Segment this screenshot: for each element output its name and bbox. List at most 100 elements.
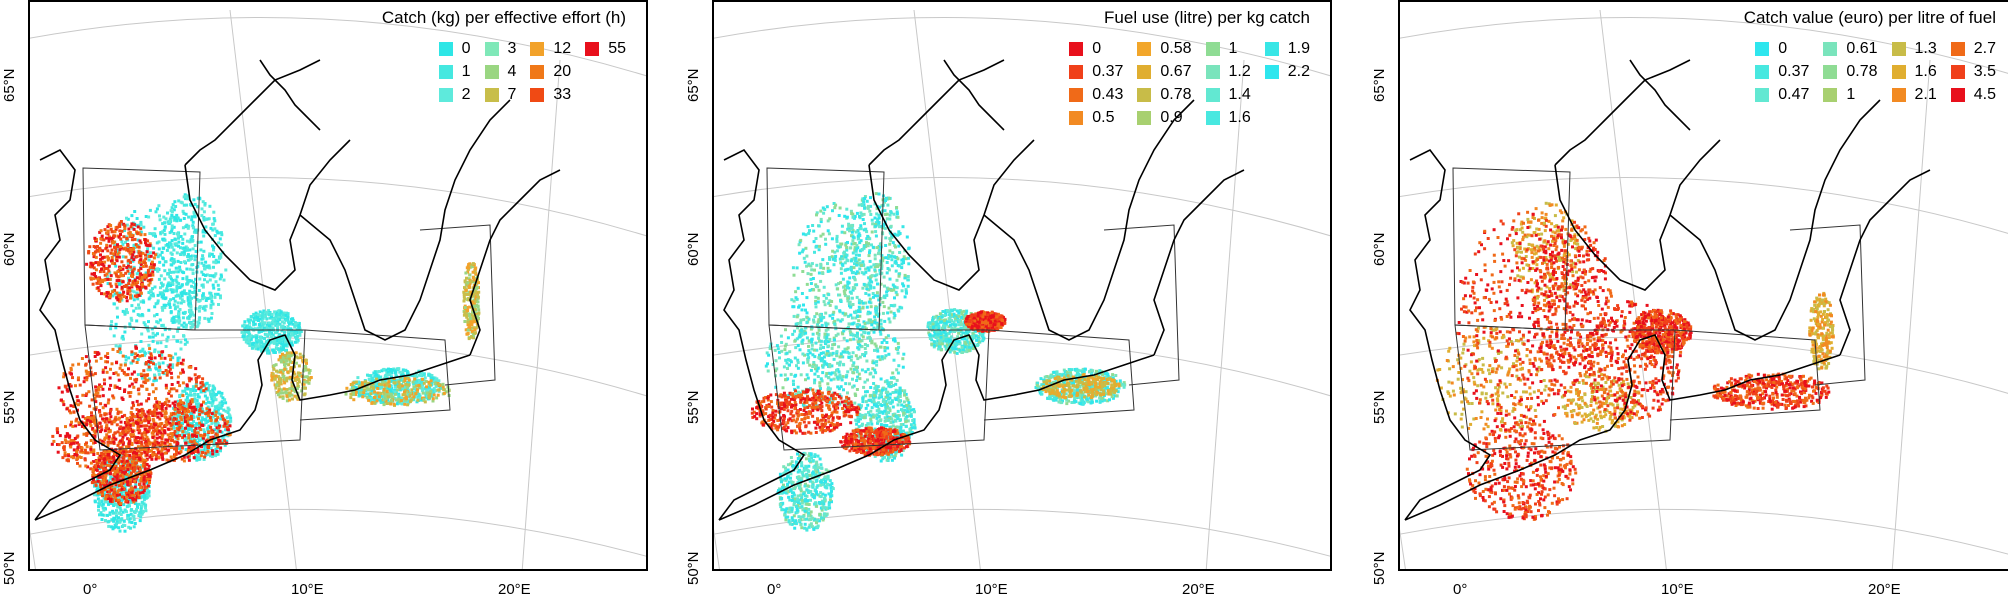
legend-item: 4 [484,60,517,83]
latitude-label: 60°N [1371,232,1388,266]
legend-item: 0.47 [1755,83,1809,106]
legend-label: 1.3 [1914,39,1937,57]
latitude-label: 55°N [1371,390,1388,424]
legend-label: 1 [1846,85,1856,103]
legend-item: 12 [530,37,571,60]
map-canvas [714,9,1330,569]
longitude-label: 0° [767,581,782,598]
legend-label: 1.6 [1914,62,1937,80]
legend-swatch [1823,87,1838,102]
legend-label: 3 [507,39,517,57]
legend-label: 0 [1092,39,1102,57]
legend-label: 3.5 [1973,62,1996,80]
legend-swatch [1069,87,1084,102]
map-frame [28,0,648,571]
legend-label: 12 [553,39,572,57]
legend-item: 55 [585,37,626,60]
legend-item: 0.37 [1069,60,1123,83]
coastline [34,59,561,521]
legend-label: 20 [553,62,572,80]
legend-swatch [1264,41,1279,56]
legend-label: 1.4 [1228,85,1251,103]
legend-label: 0.78 [1160,85,1192,103]
legend-label: 0.78 [1846,62,1878,80]
legend-swatch [1205,64,1220,79]
legend-swatch [1137,41,1152,56]
graticule [714,9,1330,569]
legend-swatch [1205,87,1220,102]
longitude-label: 20°E [1868,581,1901,598]
legend-label: 1.6 [1228,108,1251,126]
legend-label: 1.9 [1287,39,1310,57]
legend-swatch [1137,64,1152,79]
legend-item: 0 [1069,37,1123,60]
legend-item: 1.9 [1264,37,1310,60]
map-panel-1: Catch (kg) per effective effort (h) 0 1 2 3 4… [0,0,650,598]
legend-swatch [1891,87,1906,102]
map-frame [1398,0,2008,571]
legend-item: 4.5 [1950,83,1996,106]
legend-label: 2.1 [1914,85,1937,103]
latitude-label: 60°N [685,232,702,266]
latitude-label: 55°N [1,390,18,424]
legend-label: 2.7 [1973,39,1996,57]
legend-item: 2 [438,83,471,106]
legend-swatch [1755,64,1770,79]
legend-item: 1 [438,60,471,83]
legend-label: 7 [507,85,517,103]
legend-swatch [1205,110,1220,125]
longitude-label: 0° [83,581,98,598]
legend-label: 0.43 [1092,85,1124,103]
latitude-label: 65°N [1371,68,1388,102]
legend-item: 0 [1755,37,1809,60]
legend-swatch [530,87,545,102]
legend-item: 0.78 [1137,83,1192,106]
legend-item: 1 [1823,83,1877,106]
legend-swatch [438,87,453,102]
legend-label: 55 [608,39,626,57]
legend-item: 0.58 [1137,37,1192,60]
longitude-label: 20°E [1182,581,1215,598]
legend-label: 0.58 [1160,39,1192,57]
legend-swatch [1755,41,1770,56]
longitude-label: 10°E [291,581,324,598]
legend-item: 2.1 [1891,83,1937,106]
legend-swatch [438,64,453,79]
legend-item: 0.67 [1137,60,1192,83]
legend-item: 3 [484,37,517,60]
legend-swatch [1950,64,1965,79]
legend-swatch [1755,87,1770,102]
latitude-label: 55°N [685,390,702,424]
legend-item: 0.78 [1823,60,1878,83]
legend-label: 2.2 [1287,62,1310,80]
coastline [718,59,1245,521]
catch-field [750,192,1127,532]
legend-swatch [1950,41,1965,56]
legend-item: 1.6 [1891,60,1937,83]
legend-label: 33 [553,85,572,103]
legend-title: Fuel use (litre) per kg catch [1104,8,1310,27]
longitude-label: 20°E [498,581,531,598]
legend-label: 0.47 [1778,85,1810,103]
legend-swatch [484,87,499,102]
legend-swatch [1823,64,1838,79]
legend-item: 1.6 [1205,106,1251,129]
legend-label: 0 [461,39,471,57]
longitude-label: 0° [1453,581,1468,598]
legend-label: 1 [1228,39,1238,57]
legend-title: Catch value (euro) per litre of fuel [1743,8,1996,27]
legend: Catch value (euro) per litre of fuel 0 0.3… [1691,0,1996,106]
latitude-label: 50°N [1371,551,1388,585]
coastline [1404,59,1931,521]
legend-item: 0.43 [1069,83,1123,106]
legend-label: 0.61 [1846,39,1878,57]
legend-item: 1.2 [1205,60,1251,83]
legend-swatch [1823,41,1838,56]
latitude-label: 50°N [1,551,18,585]
legend-label: 4 [507,62,517,80]
legend-item: 1.3 [1891,37,1937,60]
legend-label: 4.5 [1973,85,1996,103]
legend-label: 2 [461,85,471,103]
legend-swatch [1069,110,1084,125]
legend-swatch [1205,41,1220,56]
